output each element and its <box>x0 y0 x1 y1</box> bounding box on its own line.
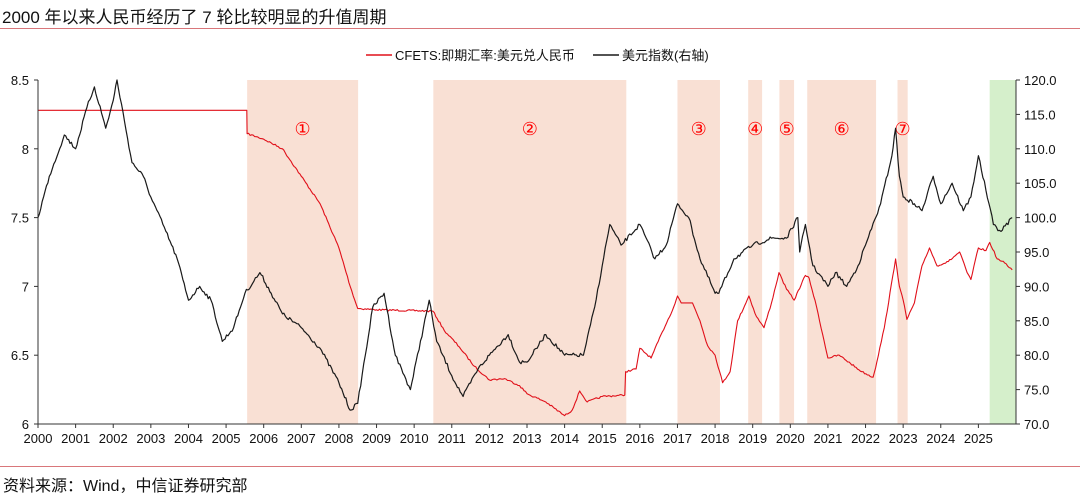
shaded-period <box>677 80 720 424</box>
series-lines <box>37 79 1013 417</box>
y-left-tick-label: 7 <box>22 279 29 294</box>
shaded-period <box>989 80 1016 424</box>
x-tick-label: 2000 <box>24 431 53 446</box>
x-tick-label: 2002 <box>99 431 128 446</box>
x-tick-label: 2006 <box>249 431 278 446</box>
y-left-tick-label: 8 <box>22 142 29 157</box>
series-line-dxy <box>37 79 1013 411</box>
period-label: ① <box>295 119 311 139</box>
y-right-tick-label: 115.0 <box>1024 107 1056 122</box>
x-tick-label: 2015 <box>588 431 617 446</box>
period-label: ⑤ <box>779 119 795 139</box>
x-tick-label: 2021 <box>813 431 842 446</box>
legend-label-dxy: 美元指数(右轴) <box>622 48 709 63</box>
y-right-tick-label: 100.0 <box>1024 211 1057 226</box>
shaded-period <box>433 80 627 424</box>
x-tick-label: 2001 <box>61 431 90 446</box>
x-tick-label: 2023 <box>889 431 918 446</box>
x-tick-label: 2008 <box>324 431 353 446</box>
legend: CFETS:即期汇率:美元兑人民币 美元指数(右轴) <box>366 48 709 63</box>
y-left-tick-label: 6 <box>22 417 29 432</box>
y-left-tick-label: 6.5 <box>11 348 29 363</box>
axes: 2000 2001 2002 2003 2004 2005 2006 2007 2008 2009… <box>11 73 1057 446</box>
shaded-period <box>807 80 877 424</box>
period-label: ③ <box>691 119 707 139</box>
y-left-tick-label: 7.5 <box>11 211 29 226</box>
x-tick-label: 2009 <box>362 431 391 446</box>
y-right-tick-label: 85.0 <box>1024 314 1049 329</box>
x-tick-label: 2011 <box>438 431 466 446</box>
x-tick-label: 2007 <box>287 431 316 446</box>
y-right-tick-label: 90.0 <box>1024 279 1049 294</box>
source-divider <box>0 466 1080 467</box>
period-label: ② <box>522 119 538 139</box>
chart-title: 2000 年以来人民币经历了 7 轮比较明显的升值周期 <box>2 8 387 27</box>
x-tick-label: 2014 <box>550 431 579 446</box>
y-right-tick-label: 95.0 <box>1024 245 1049 260</box>
x-tick-label: 2017 <box>663 431 692 446</box>
y-right-tick-label: 75.0 <box>1024 383 1049 398</box>
shaded-period <box>779 80 795 424</box>
x-tick-label: 2010 <box>400 431 429 446</box>
title-divider <box>0 28 1080 29</box>
series-line-cny <box>38 109 1013 417</box>
period-label: ④ <box>747 119 763 139</box>
source-note: 资料来源：Wind，中信证券研究部 <box>3 478 248 495</box>
x-tick-label: 2019 <box>738 431 767 446</box>
y-right-tick-label: 105.0 <box>1024 176 1057 191</box>
y-right-tick-label: 120.0 <box>1024 73 1057 88</box>
x-tick-label: 2020 <box>776 431 805 446</box>
y-right-tick-label: 110.0 <box>1024 142 1056 157</box>
shaded-period <box>897 80 908 424</box>
x-tick-label: 2025 <box>964 431 993 446</box>
x-tick-label: 2004 <box>174 431 203 446</box>
legend-label-cny: CFETS:即期汇率:美元兑人民币 <box>395 48 575 63</box>
x-tick-label: 2012 <box>475 431 504 446</box>
x-tick-label: 2013 <box>513 431 542 446</box>
x-tick-label: 2024 <box>926 431 955 446</box>
x-tick-label: 2005 <box>212 431 241 446</box>
period-label: ⑦ <box>895 119 911 139</box>
y-right-tick-label: 80.0 <box>1024 348 1049 363</box>
x-tick-label: 2018 <box>701 431 730 446</box>
period-label: ⑥ <box>834 119 850 139</box>
x-tick-label: 2022 <box>851 431 880 446</box>
shaded-period <box>748 80 763 424</box>
x-tick-label: 2016 <box>625 431 654 446</box>
x-tick-label: 2003 <box>136 431 165 446</box>
y-right-tick-label: 70.0 <box>1024 417 1049 432</box>
y-left-tick-label: 8.5 <box>11 73 29 88</box>
